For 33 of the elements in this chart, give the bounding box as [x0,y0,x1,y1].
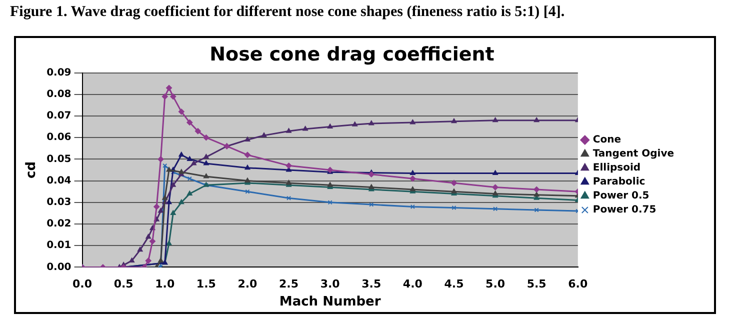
x-axis-title: Mach Number [279,294,382,310]
legend-label: Tangent Ogive [592,148,674,160]
x-tick-label: 0.0 [72,278,92,291]
chart-title: Figure 1. Wave drag coefficient for different nose cone shapes (fineness ratio is 5:1) [4]. [10,4,566,21]
y-tick-label: 0.02 [46,218,72,230]
legend-label: Cone [592,134,622,146]
legend-label: Ellipsoid [592,162,641,174]
x-tick-label: 1.0 [155,278,175,291]
x-tick-label: 3.0 [320,278,340,291]
x-tick-label: 5.0 [486,278,506,291]
x-tick-label: 2.0 [238,278,258,291]
x-tick-label: 3.5 [362,278,382,291]
x-tick-label: 6.0 [568,278,588,291]
y-tick-label: 0.06 [46,132,72,144]
y-tick-label: 0.05 [46,154,72,165]
legend-label: Power 0.5 [592,190,650,202]
y-tick-label: 0.08 [46,88,72,100]
x-tick-label: 4.0 [402,278,423,291]
y-tick-label: 0.01 [46,240,72,252]
chart-subtitle: Nose cone drag coefficient [210,43,494,66]
y-tick-label: 0.09 [46,67,72,78]
y-tick-label: 0.04 [46,175,72,186]
x-tick-label: 4.5 [444,278,464,291]
legend-label: Power 0.75 [592,204,656,216]
y-tick-label: 0.07 [46,110,72,122]
legend-label: Parabolic [592,176,646,188]
x-tick-label: 1.5 [196,278,216,291]
y-axis-title: cd [24,161,40,179]
y-tick-label: 0.03 [46,196,72,208]
x-tick-label: 0.5 [114,278,134,291]
x-tick-label: 2.5 [279,278,299,291]
y-tick-label: 0.00 [46,262,72,273]
x-tick-label: 5.5 [526,278,546,291]
